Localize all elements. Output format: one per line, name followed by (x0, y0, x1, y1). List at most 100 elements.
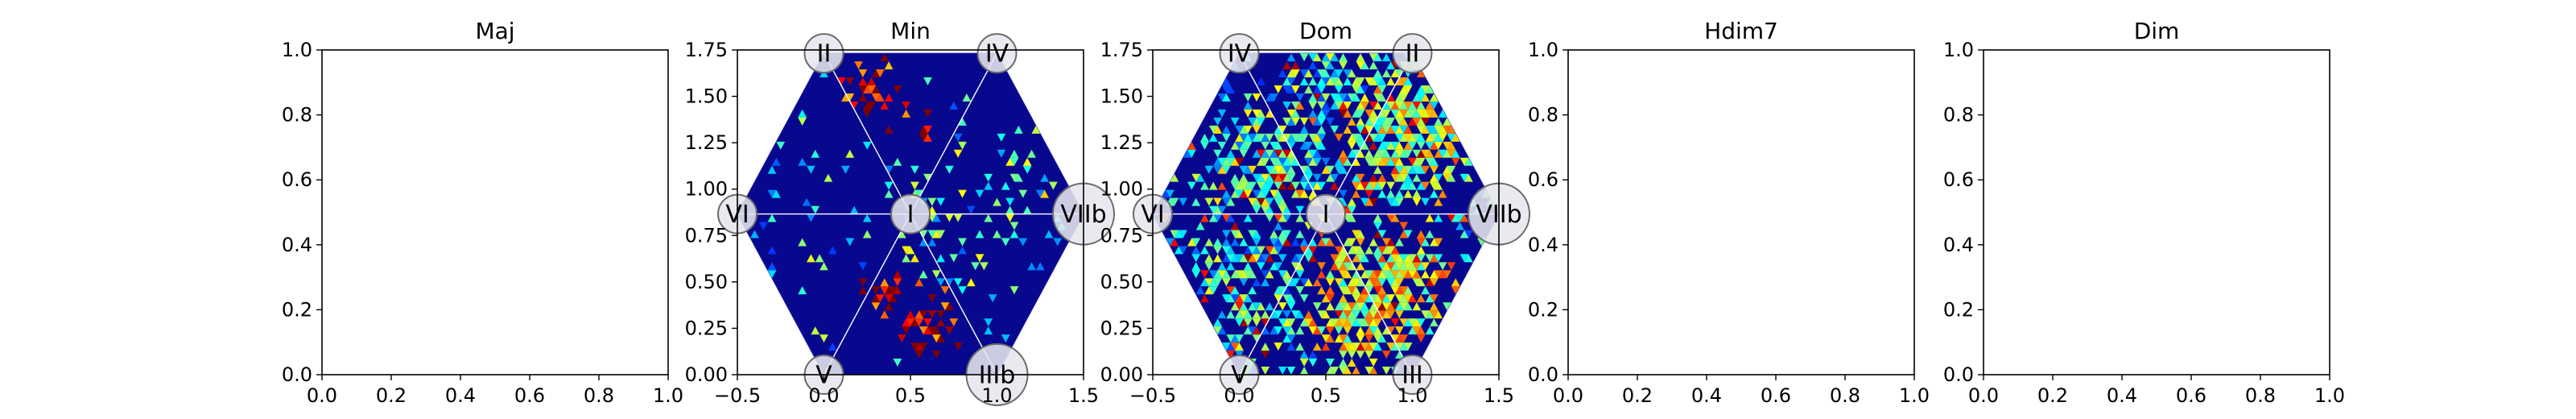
heatmap-cell (1274, 326, 1283, 335)
heatmap-cell (884, 93, 894, 102)
heatmap-cell (1252, 310, 1261, 319)
heatmap-cell (1226, 286, 1236, 295)
heatmap-cell (845, 77, 855, 86)
heatmap-cell (1208, 125, 1218, 134)
x-ticks: −0.5 0.0 0.5 1.0 1.5 (714, 375, 1099, 407)
heatmap-cell (1390, 173, 1400, 182)
heatmap-cell (1368, 278, 1378, 287)
heatmap-cell (1278, 238, 1287, 247)
heatmap-cell (1356, 238, 1365, 247)
heatmap-cell (1213, 117, 1222, 126)
heatmap-cell (1377, 173, 1387, 182)
heatmap-cell (1274, 141, 1283, 150)
spoke-line (1325, 214, 1414, 375)
heatmap-cell (1352, 342, 1360, 351)
heatmap-cell (1343, 326, 1352, 335)
heatmap-cell (1425, 254, 1435, 263)
heatmap-cell (1278, 165, 1287, 174)
heatmap-cell (919, 125, 928, 134)
heatmap-cell (1226, 85, 1236, 93)
heatmap-cells (1157, 53, 1495, 375)
heatmap-cell (1395, 286, 1404, 295)
y-tick-label: 1.25 (1100, 131, 1143, 154)
heatmap-cell (1395, 254, 1404, 263)
heatmap-cell (919, 230, 928, 239)
heatmap-cell (1360, 302, 1369, 311)
x-tick-label: 0.8 (584, 384, 614, 407)
heatmap-cell (1390, 270, 1400, 279)
heatmap-cell (1434, 238, 1443, 247)
heatmap-cell (1317, 262, 1326, 271)
heatmap-cell (1291, 310, 1300, 319)
node-circle (1392, 33, 1433, 74)
heatmap-cell (858, 77, 868, 86)
heatmap-cell (1381, 141, 1391, 150)
heatmap-cell (1304, 141, 1313, 150)
heatmap-cell (1235, 230, 1244, 239)
heatmap-cell (1399, 149, 1409, 158)
heatmap-cell (1416, 85, 1426, 93)
panel-title: Hdim7 (1704, 18, 1778, 44)
heatmap-cell (1373, 93, 1382, 102)
heatmap-cell (1356, 101, 1365, 110)
heatmap-cell (1261, 141, 1270, 150)
panel-title: Maj (475, 18, 514, 44)
heatmap-cell (1334, 302, 1344, 311)
heatmap-cell (1230, 189, 1240, 198)
heatmap-cell (1368, 302, 1378, 311)
heatmap-cell (1239, 125, 1249, 134)
heatmap-cell (1451, 157, 1460, 166)
heatmap-cell (958, 238, 967, 247)
heatmap-cell (1403, 262, 1413, 271)
heatmap-cell (1282, 286, 1291, 295)
heatmap-cell (1368, 326, 1378, 335)
heatmap-cell (1390, 246, 1400, 255)
heatmap-cell (1390, 334, 1400, 343)
heatmap-cell (1395, 109, 1404, 118)
heatmap-cell (1386, 246, 1395, 255)
heatmap-cell (1278, 286, 1287, 295)
heatmap-cell (1282, 205, 1291, 214)
heatmap-cell (1226, 246, 1236, 255)
heatmap-cell (1308, 77, 1318, 86)
heatmap-cell (867, 101, 876, 110)
heatmap-cell (1425, 101, 1435, 110)
heatmap-cell (1230, 238, 1240, 247)
heatmap-cell (1343, 310, 1352, 319)
heatmap-cell (1368, 238, 1378, 247)
heatmap-cell (1381, 109, 1391, 118)
heatmap-cell (1364, 310, 1374, 319)
heatmap-cell (1222, 230, 1231, 239)
heatmap-cell (1312, 93, 1322, 102)
heatmap-cell (1360, 93, 1369, 102)
heatmap-cell (1464, 173, 1473, 182)
heatmap-cell (1274, 181, 1283, 190)
heatmap-cell (1295, 262, 1305, 271)
heatmap-cell (1274, 294, 1283, 303)
heatmap-cell (958, 246, 967, 255)
heatmap-cell (906, 318, 915, 327)
heatmap-cell (1278, 318, 1287, 327)
heatmap-cell (1343, 125, 1352, 134)
heatmap-cell (1299, 133, 1309, 142)
heatmap-cell (1299, 141, 1309, 150)
heatmap-cell (1217, 141, 1227, 150)
x-tick-label: 1.5 (1068, 384, 1099, 407)
heatmap-cell (1235, 302, 1244, 311)
heatmap-cell (923, 173, 932, 182)
node-label: I (907, 201, 914, 229)
heatmap-cell (1395, 157, 1404, 166)
heatmap-cell (1364, 189, 1374, 198)
heatmap-cell (884, 302, 894, 311)
heatmap-cell (1377, 294, 1387, 303)
heatmap-cell (1339, 342, 1348, 351)
heatmap-cell (1395, 270, 1404, 279)
heatmap-cell (1421, 181, 1430, 190)
heatmap-cell (1356, 77, 1365, 86)
heatmap-cell (1408, 326, 1417, 335)
heatmap-cell (1317, 270, 1326, 279)
heatmap-cell (953, 214, 963, 222)
heatmap-cell (1395, 278, 1404, 287)
heatmap-cell (1308, 93, 1318, 102)
